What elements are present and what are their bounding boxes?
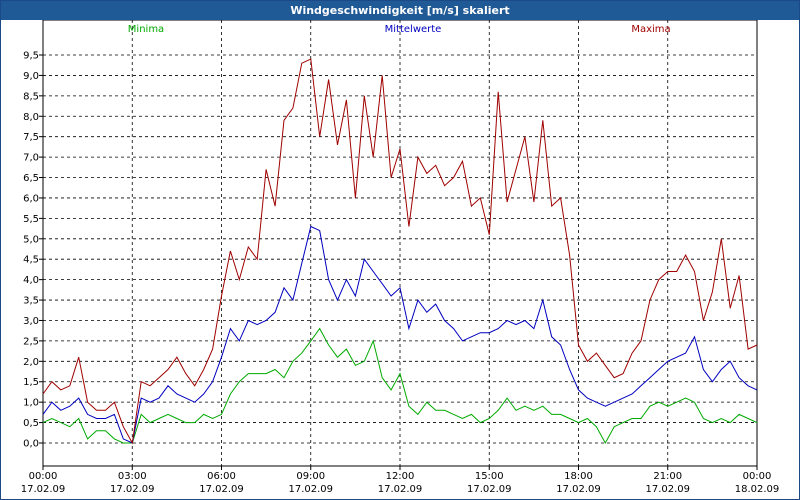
x-tick-time: 18:00 [564,471,593,482]
y-tick-label: 4,0 [23,275,39,286]
legend-label-mittelwerte: Mittelwerte [385,24,442,35]
series-line-maxima [42,58,758,445]
y-tick-label: 7,0 [23,153,39,164]
x-tick-date: 17.02.09 [288,484,333,495]
y-tick-label: 9,0 [23,71,39,82]
x-tick-time: 00:00 [29,471,58,482]
series-line-mittelwerte [42,225,758,444]
x-tick-time: 06:00 [207,471,236,482]
x-tick-date: 17.02.09 [110,484,155,495]
x-tick-date: 17.02.09 [199,484,244,495]
y-axis: 0,0 0,5 1,0 1,5 2,0 2,5 3,0 3,5 4,0 4,5 5,0 5,5 6,0 6… [23,51,43,450]
x-tick-time: 15:00 [475,471,504,482]
y-tick-label: 5,0 [23,234,39,245]
x-tick-time: 00:00 [743,471,772,482]
y-tick-label: 2,0 [23,357,39,368]
y-tick-label: 6,5 [23,173,39,184]
series-lines [42,58,758,445]
y-tick-label: 3,5 [23,296,39,307]
y-tick-label: 1,5 [23,377,39,388]
wind-speed-chart: 0,0 0,5 1,0 1,5 2,0 2,5 3,0 3,5 4,0 4,5 5,0 5,5 6,0 6… [21,20,780,495]
y-tick-label: 7,5 [23,132,39,143]
y-tick-label: 8,0 [23,112,39,123]
x-tick-date: 17.02.09 [378,484,423,495]
y-tick-label: 9,5 [23,51,39,62]
y-tick-label: 4,5 [23,255,39,266]
x-tick-time: 21:00 [653,471,682,482]
y-tick-label: 6,0 [23,193,39,204]
x-axis: 00:00 17.02.09 03:00 17.02.09 06:00 17.02.09 0… [21,466,780,495]
x-tick-date: 18.02.09 [735,484,780,495]
x-tick-date: 17.02.09 [645,484,690,495]
legend: Minima Mittelwerte Maxima [128,24,671,35]
x-tick-time: 03:00 [118,471,147,482]
legend-label-maxima: Maxima [631,24,670,35]
y-tick-label: 5,5 [23,214,39,225]
y-tick-label: 8,5 [23,91,39,102]
x-tick-date: 17.02.09 [21,484,66,495]
window-title: Windgeschwindigkeit [m/s] skaliert [1,1,799,20]
x-tick-time: 12:00 [386,471,415,482]
y-tick-label: 3,0 [23,316,39,327]
x-tick-date: 17.02.09 [556,484,601,495]
x-tick-date: 17.02.09 [467,484,512,495]
y-tick-label: 0,0 [23,439,39,450]
series-line-minima [42,327,758,445]
grid [43,20,757,466]
y-tick-label: 2,5 [23,336,39,347]
y-tick-label: 1,0 [23,398,39,409]
legend-label-minima: Minima [128,24,164,35]
x-tick-time: 09:00 [296,471,325,482]
y-tick-label: 0,5 [23,418,39,429]
